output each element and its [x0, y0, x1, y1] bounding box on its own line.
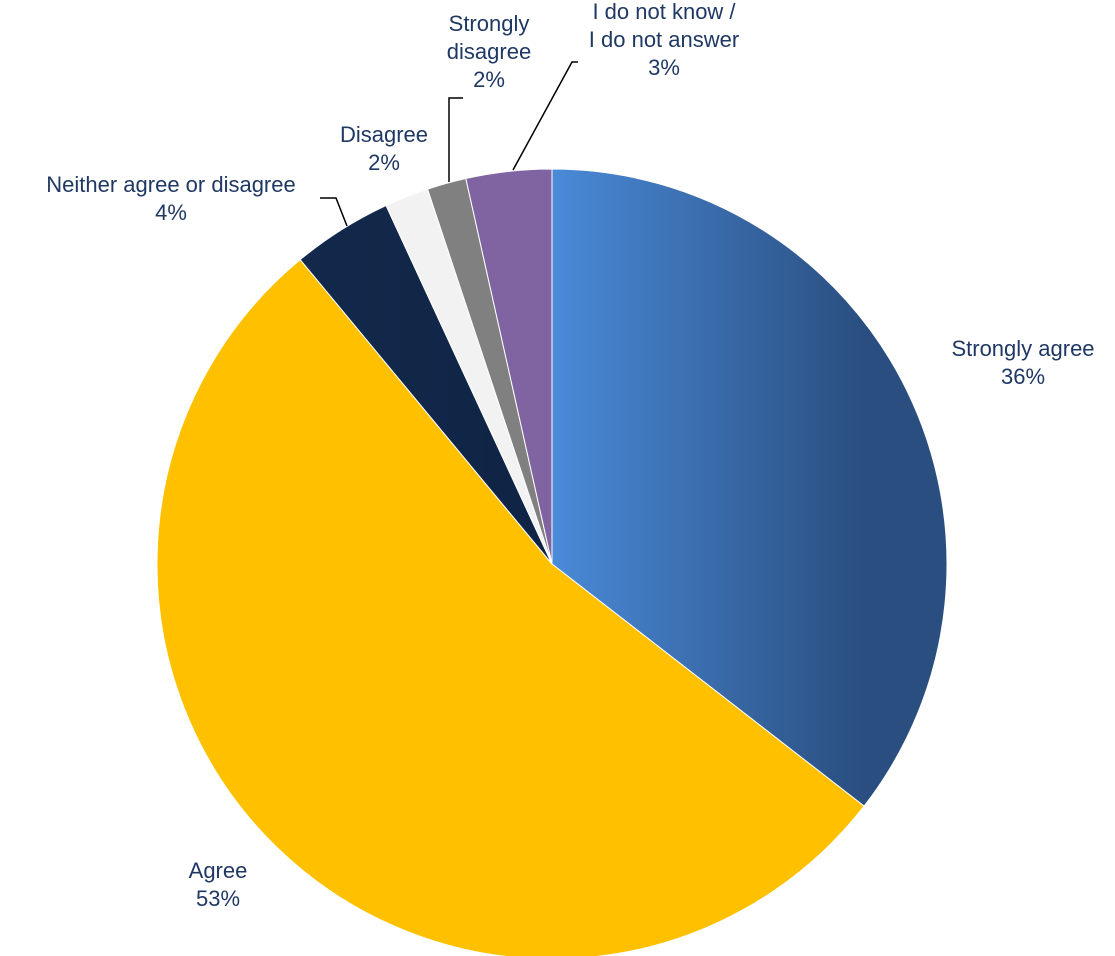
data-label-category: Strongly agree [951, 336, 1094, 361]
data-label-percent: 36% [1001, 364, 1045, 389]
pie-slice-i-do-not-know-i-do-not-answer [465, 168, 553, 565]
data-label-category: Strongly [449, 11, 530, 36]
data-label-percent: 4% [155, 200, 187, 225]
data-label-category: Neither agree or disagree [46, 172, 295, 197]
data-label-disagree: Disagree 2% [340, 122, 428, 175]
data-label-category: I do not know / [592, 0, 736, 24]
pie-slice-agree [156, 258, 865, 956]
data-label-percent: 2% [368, 150, 400, 175]
data-labels-layer: Strongly agree 36% Agree 53% Neither agree o… [46, 0, 1094, 911]
data-label-strongly-disagree: Strongly disagree 2% [447, 11, 531, 92]
data-label-i-do-not-know-i-do-not-answer: I do not know / I do not answer 3% [589, 0, 739, 80]
data-label-agree: Agree 53% [189, 858, 248, 911]
slices-layer [156, 168, 948, 956]
leader-line-strongly-disagree [448, 97, 463, 182]
data-label-category: Agree [189, 858, 248, 883]
data-label-percent: 2% [473, 67, 505, 92]
data-label-category: disagree [447, 39, 531, 64]
data-label-percent: 53% [196, 886, 240, 911]
leader-lines-layer [320, 61, 578, 227]
data-label-category: I do not answer [589, 27, 739, 52]
leader-line-i-do-not-know-i-do-not-answer [512, 61, 578, 171]
data-label-category: Disagree [340, 122, 428, 147]
data-label-percent: 3% [648, 55, 680, 80]
data-label-neither-agree-or-disagree: Neither agree or disagree 4% [46, 172, 295, 225]
leader-line-neither-agree-or-disagree [320, 197, 348, 227]
pie-slice-strongly-agree [551, 168, 948, 807]
data-label-strongly-agree: Strongly agree 36% [951, 336, 1094, 389]
